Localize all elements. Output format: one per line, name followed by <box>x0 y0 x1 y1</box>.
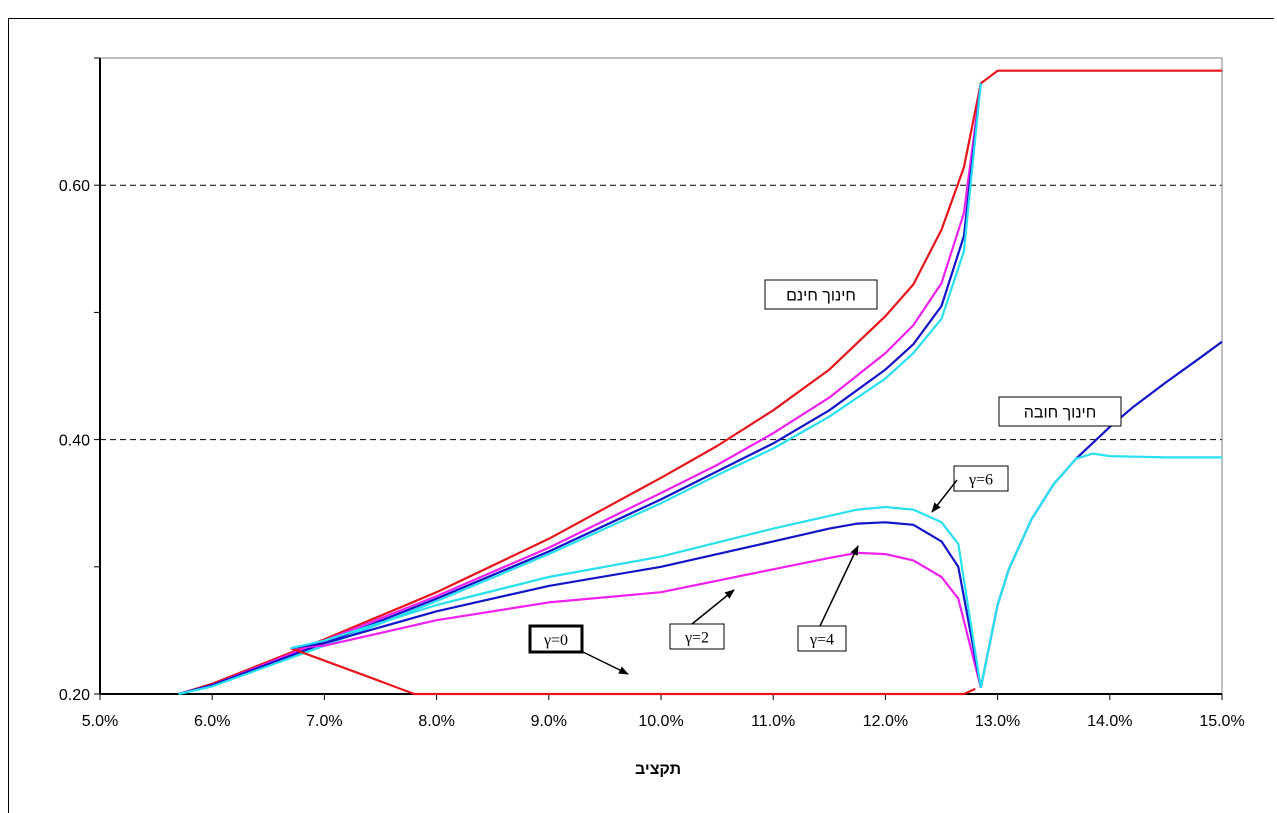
annotation-label-g2: γ=2 <box>684 630 709 647</box>
annotation-g6: γ=6 <box>953 465 1009 492</box>
annotations: חינוך חינם חינוך חובה γ=6 γ=2 γ=4 γ=0 <box>528 279 1122 675</box>
annotation-arrow-g2 <box>691 589 735 625</box>
annotation-box-g2 <box>669 623 725 650</box>
annotation-box-g4 <box>797 625 847 652</box>
x-tick-label: 15.0% <box>1199 713 1244 730</box>
y-tick-label: 0.20 <box>59 687 90 704</box>
annotation-label-free: חינוך חינם <box>786 288 856 305</box>
series-line-g4_free <box>178 83 982 696</box>
series-line-g0_free <box>178 69 1222 696</box>
annotation-free: חינוך חינם <box>764 279 878 310</box>
annotation-box-g0 <box>528 624 584 654</box>
series-line-g0_comp <box>290 647 976 696</box>
annotation-g4: γ=4 <box>797 625 847 652</box>
x-tick-label: 7.0% <box>306 713 342 730</box>
x-tick-label: 13.0% <box>975 713 1020 730</box>
annotation-arrow-g6 <box>931 479 958 513</box>
x-tick-label: 14.0% <box>1087 713 1132 730</box>
series-line-g4_high <box>979 340 1223 688</box>
x-axis-label: תקציב <box>635 761 681 778</box>
y-tick-label: 0.40 <box>59 433 90 450</box>
x-tick-label: 10.0% <box>638 713 683 730</box>
series-line-g6_comp <box>290 505 982 688</box>
x-tick-label: 5.0% <box>82 713 118 730</box>
series-line-g2_comp <box>290 551 982 688</box>
x-tick-label: 8.0% <box>418 713 454 730</box>
x-tick-label: 11.0% <box>751 713 795 730</box>
plot-area <box>99 57 1223 695</box>
x-tick-label: 9.0% <box>531 713 567 730</box>
annotation-g0: γ=0 <box>528 624 584 654</box>
series-line-g2_free <box>178 83 982 696</box>
annotation-arrow-g0 <box>582 651 629 675</box>
annotation-arrow-g4 <box>819 545 859 627</box>
series-line-g4_comp <box>290 521 982 688</box>
annotation-box-comp <box>998 396 1122 427</box>
annotation-label-comp: חינוך חובה <box>1024 405 1096 422</box>
axes: 0.20 0.40 0.60 5.0% 6.0% 7.0% 8.0% 9.0% 10.0% 11.… <box>59 57 1245 730</box>
annotation-box-g6 <box>953 465 1009 492</box>
annotation-label-g4: γ=4 <box>809 632 834 649</box>
annotation-label-g0: γ=0 <box>543 632 568 649</box>
x-tick-label: 6.0% <box>194 713 230 730</box>
annotation-box-free <box>764 279 878 310</box>
annotation-g2: γ=2 <box>669 623 725 650</box>
x-tick-label: 12.0% <box>863 713 908 730</box>
chart-frame <box>8 18 1274 813</box>
annotation-label-g6: γ=6 <box>968 472 993 489</box>
grid <box>100 184 1222 441</box>
y-tick-label: 0.60 <box>59 178 90 195</box>
series-lines <box>178 69 1223 696</box>
annotation-comp: חינוך חובה <box>998 396 1122 427</box>
series-line-g6_high <box>979 452 1222 688</box>
